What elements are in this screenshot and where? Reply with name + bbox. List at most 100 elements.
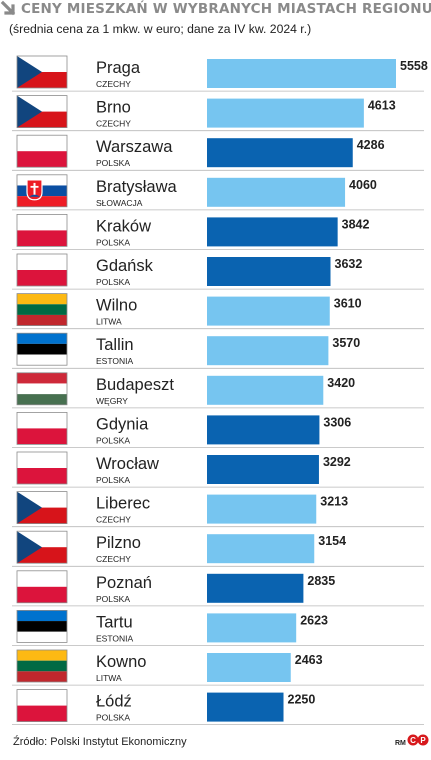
chart-row: Wilno LITWA 3610	[12, 293, 424, 330]
bar	[207, 177, 346, 207]
czech-flag-icon	[16, 491, 68, 525]
estonia-flag-icon	[16, 332, 68, 366]
city-label: Tartu	[96, 613, 133, 631]
country-label: POLSKA	[96, 237, 130, 247]
czech-flag-icon	[16, 55, 68, 89]
value-label: 3570	[332, 336, 360, 350]
city-label: Liberec	[96, 495, 150, 513]
chart-row: Tartu ESTONIA 2623	[12, 610, 424, 646]
country-label: WĘGRY	[96, 396, 128, 406]
bar	[207, 59, 396, 88]
value-label: 4060	[349, 178, 377, 192]
country-label: POLSKA	[96, 713, 130, 723]
city-label: Wrocław	[96, 455, 159, 473]
bar	[207, 415, 320, 445]
chart-row: Gdańsk POLSKA 3632	[12, 253, 424, 290]
chart-title: CENY MIESZKAŃ W WYBRANYCH MIASTACH REGIO…	[21, 1, 431, 17]
city-label: Kowno	[96, 653, 146, 671]
country-label: SŁOWACJA	[96, 198, 143, 208]
source-note: Źródło: Polski Instytut Ekonomiczny	[13, 736, 187, 748]
chart-row: Brno CZECHY 4613	[12, 95, 424, 132]
chart-row: Łódź POLSKA 2250	[12, 689, 424, 725]
value-label: 3632	[335, 257, 363, 271]
value-label: 4613	[368, 99, 396, 113]
chart-row: Wrocław POLSKA 3292	[12, 451, 424, 488]
lithuania-flag-icon	[16, 293, 68, 327]
chart-row: Praga CZECHY 5558	[12, 55, 428, 92]
value-label: 2250	[288, 693, 316, 707]
country-label: ESTONIA	[96, 356, 133, 366]
city-label: Łódź	[96, 693, 132, 711]
bar	[207, 336, 329, 366]
country-label: LITWA	[96, 317, 122, 327]
czech-flag-icon	[16, 95, 68, 128]
city-label: Poznań	[96, 574, 152, 592]
chart-subtitle: (średnia cena za 1 mkw. w euro; dane za …	[9, 22, 312, 36]
value-label: 2623	[300, 613, 328, 627]
chart-row: Bratysława SŁOWACJA 4060	[12, 174, 424, 211]
chart-row: Tallin ESTONIA 3570	[12, 332, 424, 369]
city-label: Brno	[96, 99, 131, 117]
value-label: 3154	[318, 534, 346, 548]
city-label: Tallin	[96, 336, 134, 354]
value-label: 3842	[342, 217, 370, 231]
chart-row: Liberec CZECHY 3213	[12, 491, 424, 528]
value-label: 4286	[357, 138, 385, 152]
country-label: POLSKA	[96, 435, 130, 445]
bar	[207, 692, 284, 722]
poland-flag-icon	[16, 451, 68, 485]
poland-flag-icon	[16, 689, 68, 722]
bar	[207, 494, 317, 524]
bar	[207, 138, 353, 168]
value-label: 5558	[400, 59, 428, 73]
bar	[207, 653, 291, 682]
city-label: Praga	[96, 59, 141, 77]
city-label: Gdańsk	[96, 257, 154, 275]
bar	[207, 217, 338, 247]
country-label: CZECHY	[96, 79, 131, 89]
chart-row: Kraków POLSKA 3842	[12, 213, 424, 250]
bar	[207, 257, 331, 286]
country-label: POLSKA	[96, 475, 130, 485]
country-label: POLSKA	[96, 277, 130, 287]
city-label: Budapeszt	[96, 376, 174, 394]
value-label: 2835	[307, 574, 335, 588]
lithuania-flag-icon	[16, 649, 68, 683]
chart-row: Kowno LITWA 2463	[12, 649, 424, 686]
chart-row: Gdynia POLSKA 3306	[12, 411, 424, 448]
bar	[207, 98, 364, 128]
city-label: Pilzno	[96, 534, 141, 552]
chart-row: Budapeszt WĘGRY 3420	[12, 372, 424, 409]
city-label: Bratysława	[96, 178, 178, 196]
country-label: POLSKA	[96, 594, 130, 604]
value-label: 2463	[295, 653, 323, 667]
city-label: Gdynia	[96, 415, 149, 433]
country-label: ESTONIA	[96, 633, 133, 643]
bar	[207, 455, 319, 484]
value-label: 3292	[323, 455, 351, 469]
country-label: CZECHY	[96, 554, 131, 564]
city-label: Warszawa	[96, 138, 173, 156]
slovakia-flag-icon	[16, 174, 68, 208]
arrow-down-right-icon	[0, 0, 18, 18]
value-label: 3213	[320, 495, 348, 509]
country-label: CZECHY	[96, 515, 131, 525]
poland-flag-icon	[16, 213, 68, 247]
bar	[207, 375, 324, 405]
title-row: CENY MIESZKAŃ W WYBRANYCH MIASTACH REGIO…	[0, 0, 431, 18]
bar-chart: Praga CZECHY 5558 Brno CZECHY 4613 Warszawa POL…	[12, 55, 428, 725]
czech-flag-icon	[16, 530, 68, 564]
estonia-flag-icon	[16, 610, 68, 643]
country-label: POLSKA	[96, 158, 130, 168]
bar	[207, 573, 304, 603]
author-initials: RM	[395, 740, 406, 747]
bar	[207, 613, 297, 643]
city-label: Wilno	[96, 297, 137, 315]
poland-flag-icon	[16, 411, 68, 445]
cp-logo-icon: C P	[407, 734, 429, 746]
city-label: Kraków	[96, 217, 151, 235]
country-label: LITWA	[96, 673, 122, 683]
country-label: CZECHY	[96, 119, 131, 129]
value-label: 3306	[323, 415, 351, 429]
value-label: 3610	[334, 297, 362, 311]
